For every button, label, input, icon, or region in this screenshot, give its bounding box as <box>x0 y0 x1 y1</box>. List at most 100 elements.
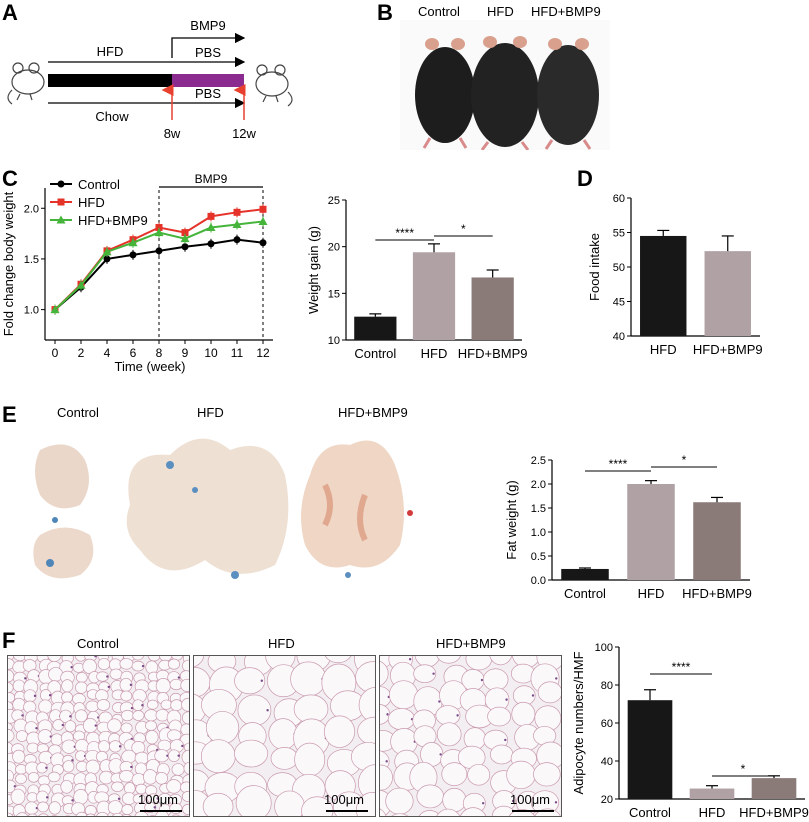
scale-label-control: 100μm <box>138 792 179 807</box>
y-tick-label: 40 <box>613 331 625 343</box>
adipocyte-cell <box>489 656 513 666</box>
adipocyte-cell <box>171 763 185 776</box>
adipocyte-cell <box>418 810 441 816</box>
photo-e-label-hfd-bmp9: HFD+BMP9 <box>338 405 408 420</box>
adipocyte-cell <box>111 812 125 816</box>
adipocyte-cell <box>388 680 419 710</box>
data-point <box>155 224 163 232</box>
adipocyte-cell <box>167 658 181 670</box>
nucleus-dot <box>70 665 73 669</box>
nucleus-dot <box>107 685 110 689</box>
fold-change-chart: 1.0 1.5 2.0 0 2 4 6 8 9 10 11 12 Time (week) Fold cha… <box>1 172 273 374</box>
adipocyte-cell <box>8 812 14 816</box>
adipocyte-cell <box>268 718 298 750</box>
adipocyte-cell <box>15 730 29 742</box>
nucleus-dot <box>45 766 48 770</box>
adipocyte-cell <box>132 710 145 721</box>
adipocyte-cell <box>12 656 28 662</box>
adipocyte-cell <box>85 813 96 816</box>
y-tick-label: 10 <box>328 335 340 347</box>
adipocyte-cell <box>97 658 111 670</box>
bar <box>354 316 397 340</box>
adipocyte-cell <box>533 762 561 787</box>
nucleus-dot <box>71 799 74 802</box>
adipocyte-cell <box>143 769 158 785</box>
legend-marker <box>57 198 65 206</box>
adipocyte-cell <box>96 699 111 711</box>
nucleus-dot <box>71 759 74 762</box>
adipocyte-cell <box>380 661 389 686</box>
legend-label: HFD <box>78 195 105 210</box>
label-8w: 8w <box>164 126 181 141</box>
adipocyte-cell <box>119 770 134 783</box>
y-tick-label: 25 <box>328 195 340 207</box>
adipocyte-cell <box>145 660 159 675</box>
x-tick-label: HFD+BMP9 <box>693 342 763 357</box>
adipocyte-cell <box>180 678 189 692</box>
y-axis-label: Adipocyte numbers/HMF <box>571 651 586 794</box>
adipocyte-cell <box>157 739 172 752</box>
photo-b-label-hfd: HFD <box>487 4 514 19</box>
x-tick-label: HFD <box>650 342 677 357</box>
nucleus-dot <box>141 704 144 707</box>
photo-b-label-control: Control <box>418 4 460 19</box>
adipocyte-cell <box>385 787 414 815</box>
adipocyte-cell <box>155 678 171 694</box>
adipocyte-cell <box>120 722 133 734</box>
adipocyte-cell <box>50 733 63 746</box>
adipocyte-cell <box>436 808 461 816</box>
weight-gain-chart: 10 15 20 25 Control HFD HFD+BMP9 Weight gain (g… <box>306 195 528 361</box>
adipocyte-cell <box>146 699 159 710</box>
adipocyte-cell <box>121 709 134 722</box>
significance-label: * <box>682 453 687 467</box>
bar <box>751 778 797 799</box>
nucleus-dot <box>106 675 109 678</box>
nucleus-dot <box>94 724 97 727</box>
nucleus-dot <box>408 658 412 661</box>
y-axis-label: Fold change body weight <box>1 191 16 336</box>
label-bmp9: BMP9 <box>190 18 225 33</box>
x-tick-label: 9 <box>182 346 189 360</box>
bar <box>704 251 751 336</box>
adipocyte-cell <box>15 773 27 785</box>
significance-label: * <box>461 222 466 236</box>
bar <box>471 277 514 340</box>
x-tick-label: HFD+BMP9 <box>739 805 809 820</box>
nucleus-dot <box>117 797 121 800</box>
y-tick-label: 60 <box>601 718 613 730</box>
y-tick-label: 60 <box>613 193 625 205</box>
nucleus-dot <box>153 806 156 809</box>
data-point <box>128 238 138 247</box>
nucleus-dot <box>166 754 169 757</box>
data-point <box>258 216 268 225</box>
panel-letter-f: F <box>2 628 16 653</box>
adipocyte-cell <box>487 706 512 727</box>
adipocyte-cell <box>75 681 88 694</box>
adipocyte-cell <box>8 769 14 783</box>
y-tick-label: 1.0 <box>24 305 39 317</box>
mouse-right-icon <box>255 64 293 107</box>
label-pbs-bottom: PBS <box>195 86 221 101</box>
adipocyte-cell <box>145 730 159 745</box>
adipocyte-cell <box>200 739 236 774</box>
adipocyte-cell <box>109 668 123 680</box>
data-point <box>259 239 267 247</box>
adipocyte-cell <box>121 749 137 764</box>
adipocyte-cell <box>183 761 189 775</box>
scale-bar-control <box>140 810 182 812</box>
adipocyte-cell <box>62 760 75 773</box>
photo-f-label-control: Control <box>77 636 119 651</box>
y-tick-label: 80 <box>601 680 613 692</box>
adipocyte-cell <box>131 660 145 672</box>
data-point <box>207 212 215 220</box>
food-intake-chart: 40 45 50 55 60 HFD HFD+BMP9 Food intake <box>587 193 763 357</box>
histology-hfd-bmp9-image <box>379 655 562 817</box>
x-tick-label: HFD <box>699 805 726 820</box>
y-tick-label: 15 <box>328 288 340 300</box>
data-point <box>50 305 60 314</box>
adipocyte-cell <box>98 740 111 753</box>
adipocyte-cell <box>12 749 26 764</box>
bar <box>689 788 735 799</box>
adipocyte-cell <box>435 705 461 726</box>
nucleus-dot <box>260 679 264 682</box>
